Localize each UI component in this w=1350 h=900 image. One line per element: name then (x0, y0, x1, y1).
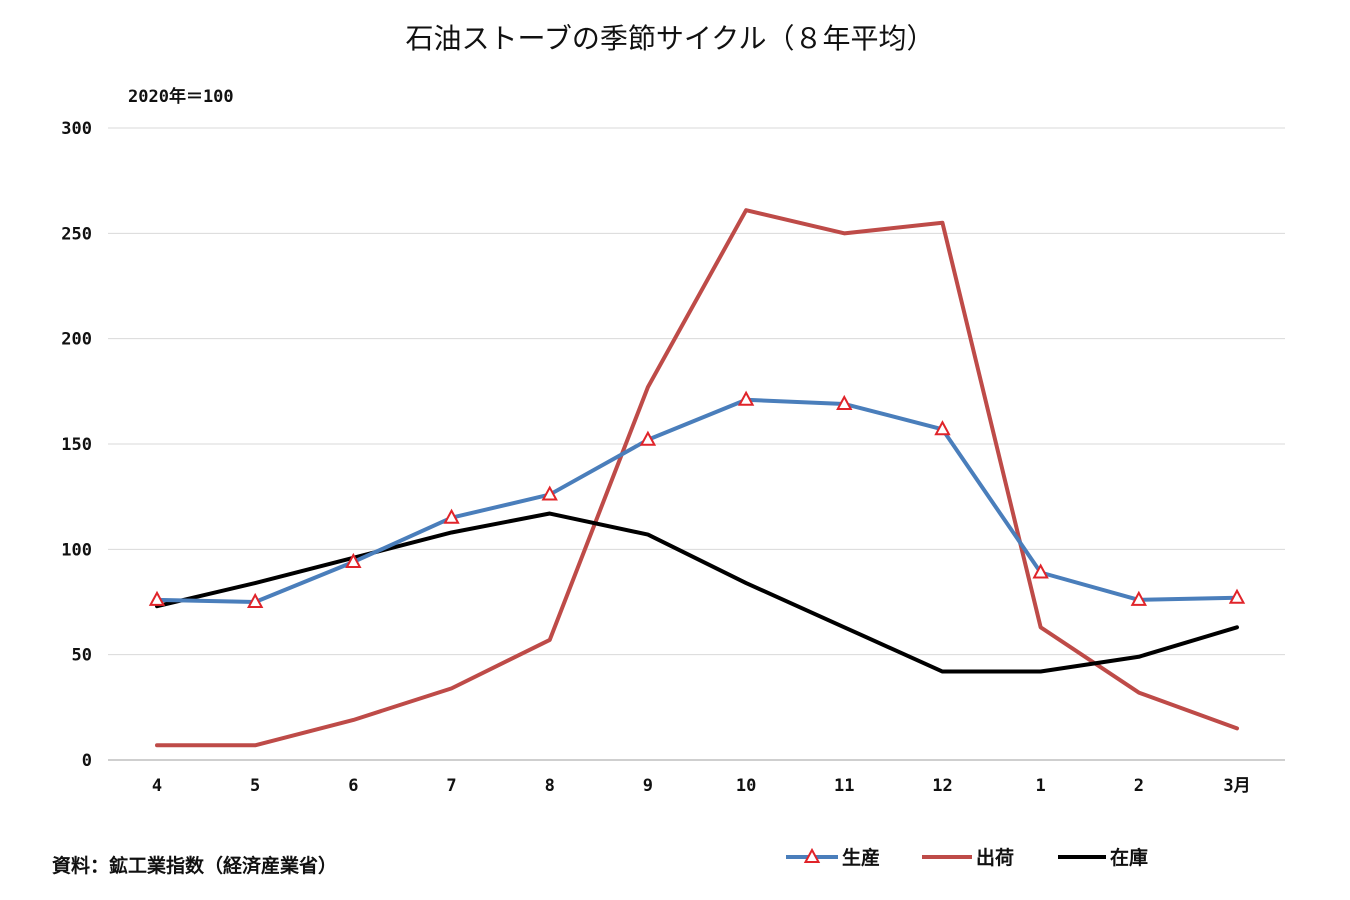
series-line-2 (155, 208, 1239, 748)
legend-label: 生産 (842, 846, 880, 869)
unit-label: 2020年＝100 (128, 86, 234, 107)
y-tick-label: 150 (61, 435, 92, 455)
y-tick-label: 0 (82, 751, 92, 771)
series-line-3 (155, 511, 1239, 674)
y-tick-label: 300 (61, 119, 92, 139)
x-tick-label: 3月 (1223, 776, 1250, 796)
y-tick-label: 200 (61, 330, 92, 350)
data-point-marker (247, 592, 264, 608)
data-point-marker (639, 430, 657, 446)
x-tick-label: 1 (1036, 776, 1046, 796)
data-point-marker (836, 394, 853, 410)
chart-title: 石油ストーブの季節サイクル（８年平均） (406, 22, 935, 55)
legend-label: 出荷 (976, 846, 1014, 869)
series-line-1 (155, 397, 1239, 604)
data-point-marker (1032, 563, 1049, 579)
x-tick-label: 2 (1134, 776, 1144, 796)
data-point-marker (541, 485, 558, 501)
legend-marker (803, 847, 821, 863)
grid-lines (108, 127, 1285, 761)
x-tick-label: 5 (250, 776, 260, 796)
x-tick-label: 10 (736, 776, 756, 796)
legend-label: 在庫 (1110, 846, 1148, 869)
y-tick-label: 100 (61, 540, 92, 560)
x-tick-label: 11 (834, 776, 854, 796)
legend: 生産 出荷 在庫 (786, 846, 1148, 869)
series-lines (148, 208, 1246, 748)
x-tick-label: 8 (545, 776, 555, 796)
data-point-marker (148, 590, 166, 606)
source-note: 資料：鉱工業指数（経済産業省） (52, 854, 337, 877)
x-tick-label: 9 (643, 776, 653, 796)
data-point-marker (934, 420, 951, 436)
data-point-marker (443, 508, 460, 524)
y-axis-ticks: 0 50 100 150 200 250 300 (61, 119, 92, 771)
y-tick-label: 250 (61, 224, 92, 244)
data-point-marker (737, 390, 755, 406)
x-tick-label: 4 (152, 776, 162, 796)
data-point-marker (1130, 590, 1147, 606)
data-point-marker (1228, 588, 1246, 604)
x-tick-label: 12 (932, 776, 952, 796)
y-tick-label: 50 (72, 646, 92, 666)
x-tick-label: 6 (348, 776, 358, 796)
data-point-marker (345, 552, 362, 568)
x-tick-label: 7 (446, 776, 456, 796)
x-axis-ticks: 4 5 6 7 8 9 10 11 12 1 2 3月 (152, 776, 1251, 796)
